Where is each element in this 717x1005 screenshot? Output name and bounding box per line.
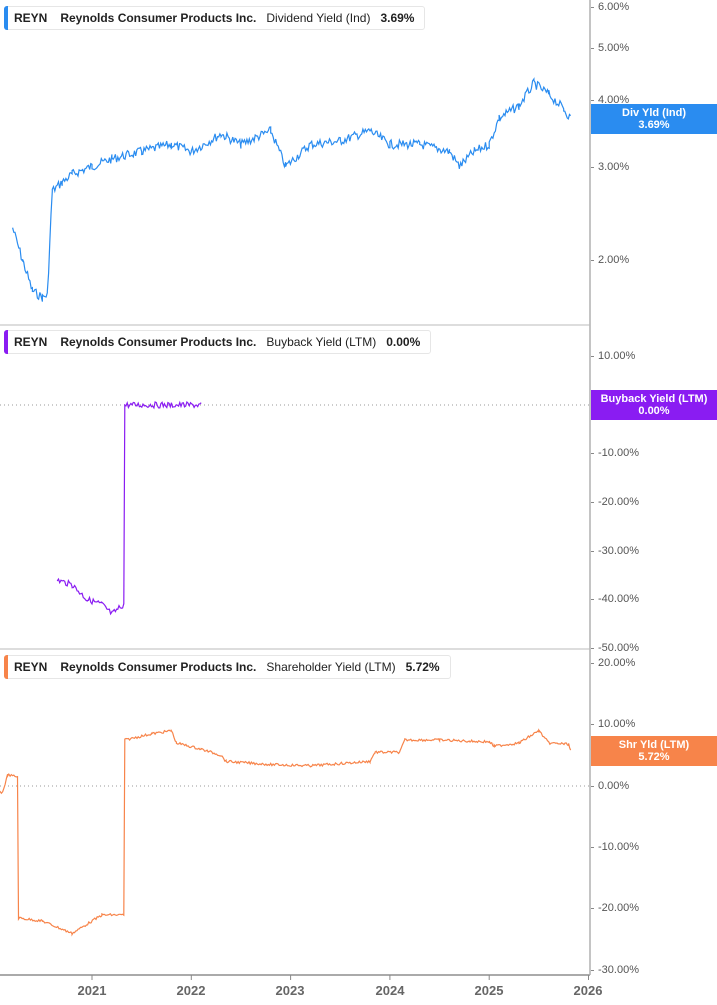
y-tick: -20.00% — [591, 902, 639, 914]
legend-company: Reynolds Consumer Products Inc. — [60, 11, 257, 25]
y-tick: -40.00% — [591, 593, 639, 605]
y-tick: 5.00% — [590, 42, 630, 54]
badge-label: Shr Yld (LTM) — [618, 739, 690, 751]
badge-value: 3.69% — [638, 119, 670, 131]
series-color-swatch — [4, 6, 8, 30]
y-tick: 0.00% — [590, 780, 630, 792]
y-tick: -10.00% — [591, 841, 639, 853]
legend-value: 5.72% — [405, 660, 440, 674]
legend-buyback-yield[interactable]: REYN Reynolds Consumer Products Inc. Buy… — [4, 330, 432, 354]
x-tick: 2021 — [77, 983, 107, 998]
x-tick: 2026 — [573, 983, 603, 998]
y-tick: 2.00% — [590, 254, 630, 266]
legend-shareholder-yield[interactable]: REYN Reynolds Consumer Products Inc. Sha… — [4, 655, 451, 679]
legend-company: Reynolds Consumer Products Inc. — [60, 660, 257, 674]
y-tick: 3.00% — [590, 161, 630, 173]
legend-ticker: REYN — [14, 11, 48, 25]
last-value-badge-shareholder: Shr Yld (LTM) 5.72% — [591, 736, 717, 766]
legend-value: 3.69% — [380, 11, 415, 25]
y-tick: 10.00% — [590, 350, 636, 362]
x-tick: 2025 — [474, 983, 504, 998]
legend-ticker: REYN — [14, 335, 48, 349]
badge-label: Div Yld (Ind) — [622, 107, 686, 119]
x-tick: 2023 — [275, 983, 305, 998]
y-tick: 4.00% — [590, 94, 630, 106]
badge-value: 5.72% — [638, 751, 670, 763]
legend-value: 0.00% — [386, 335, 421, 349]
legend-metric: Buyback Yield (LTM) — [266, 335, 377, 349]
badge-value: 0.00% — [638, 405, 670, 417]
series-color-swatch — [4, 655, 8, 679]
legend-company: Reynolds Consumer Products Inc. — [60, 335, 257, 349]
y-tick: -10.00% — [591, 447, 639, 459]
y-tick: -50.00% — [591, 642, 639, 654]
y-tick: -30.00% — [591, 545, 639, 557]
y-tick: 6.00% — [590, 1, 630, 13]
badge-label: Buyback Yield (LTM) — [600, 393, 708, 405]
legend-dividend-yield[interactable]: REYN Reynolds Consumer Products Inc. Div… — [4, 6, 426, 30]
y-tick: -20.00% — [591, 496, 639, 508]
x-tick: 2022 — [176, 983, 206, 998]
legend-metric: Shareholder Yield (LTM) — [266, 660, 396, 674]
y-tick: -30.00% — [591, 964, 639, 976]
series-color-swatch — [4, 330, 8, 354]
legend-ticker: REYN — [14, 660, 48, 674]
y-tick: 20.00% — [590, 657, 636, 669]
legend-metric: Dividend Yield (Ind) — [266, 11, 371, 25]
last-value-badge-dividend: Div Yld (Ind) 3.69% — [591, 104, 717, 134]
y-tick: 10.00% — [590, 718, 636, 730]
last-value-badge-buyback: Buyback Yield (LTM) 0.00% — [591, 390, 717, 420]
x-tick: 2024 — [375, 983, 405, 998]
